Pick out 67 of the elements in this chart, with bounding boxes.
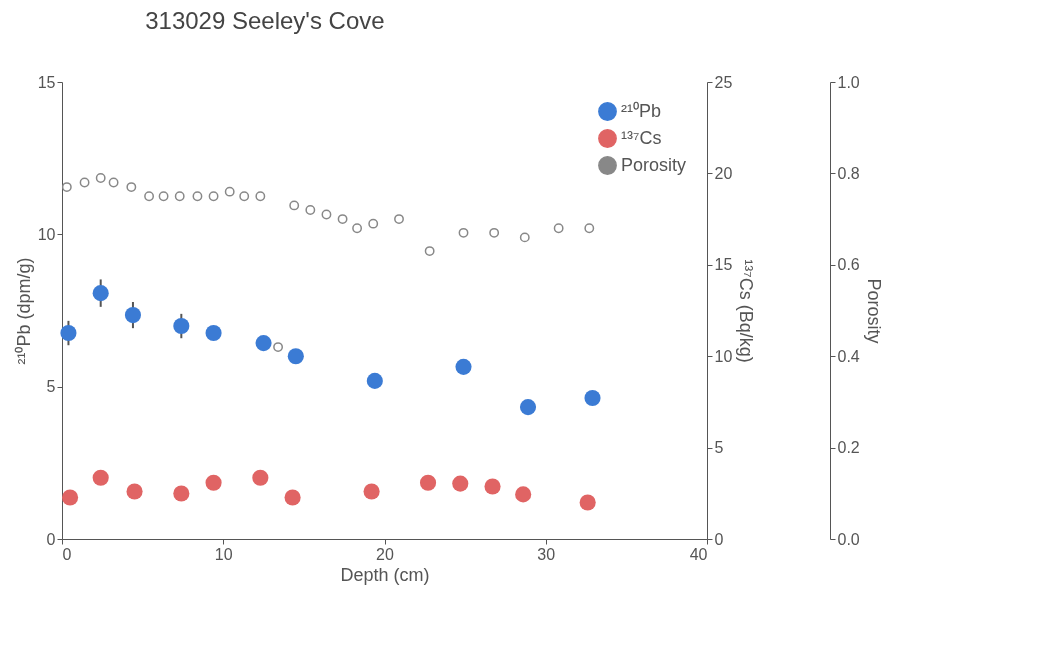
point bbox=[584, 223, 595, 234]
point bbox=[205, 325, 222, 342]
point bbox=[584, 389, 601, 406]
legend-label: ²¹⁰Pb bbox=[621, 100, 662, 121]
point bbox=[144, 191, 155, 202]
point bbox=[126, 182, 137, 193]
y3-tick-label: 0.8 bbox=[837, 164, 860, 182]
y-axis-title: ²¹⁰Pb (dpm/g) bbox=[13, 257, 34, 365]
point bbox=[239, 191, 250, 202]
point bbox=[255, 191, 266, 202]
point bbox=[305, 205, 316, 215]
y2-tick-label: 25 bbox=[714, 73, 733, 91]
point bbox=[394, 214, 404, 225]
x-tick-label: 40 bbox=[689, 545, 708, 563]
point bbox=[368, 218, 379, 229]
point bbox=[489, 227, 500, 238]
y3-tick-label: 1.0 bbox=[837, 73, 860, 91]
y3-tick-label: 0.6 bbox=[837, 256, 860, 274]
point bbox=[108, 177, 119, 188]
point bbox=[61, 182, 72, 193]
point bbox=[287, 348, 304, 365]
point bbox=[92, 285, 109, 302]
point bbox=[208, 191, 219, 202]
y-tick-label: 15 bbox=[37, 73, 56, 91]
y2-tick-label: 20 bbox=[714, 164, 733, 182]
point bbox=[174, 191, 185, 202]
y2-tick-label: 15 bbox=[714, 256, 733, 274]
point bbox=[192, 191, 203, 202]
x-tick-label: 20 bbox=[376, 545, 394, 563]
x-axis-title: Depth (cm) bbox=[340, 564, 430, 585]
y3-tick-label: 0.2 bbox=[837, 439, 860, 457]
point bbox=[255, 335, 272, 352]
y2-tick-label: 10 bbox=[714, 347, 733, 365]
point bbox=[289, 200, 300, 211]
point bbox=[458, 227, 469, 238]
point bbox=[337, 214, 348, 225]
point bbox=[79, 177, 90, 188]
y2-tick-label: 5 bbox=[714, 439, 724, 457]
legend-label: Porosity bbox=[621, 154, 687, 175]
x-tick-label: 10 bbox=[214, 545, 233, 563]
y-tick-label: 5 bbox=[46, 378, 56, 396]
point bbox=[366, 372, 383, 389]
point bbox=[60, 325, 77, 342]
x-tick-label: 0 bbox=[62, 545, 72, 563]
y3-axis-title: Porosity bbox=[863, 278, 884, 344]
point bbox=[321, 209, 332, 220]
point bbox=[273, 342, 284, 352]
y-tick-label: 0 bbox=[46, 530, 56, 548]
point bbox=[352, 223, 363, 234]
point bbox=[124, 307, 142, 324]
point bbox=[553, 223, 564, 234]
point bbox=[173, 317, 190, 335]
point bbox=[519, 399, 537, 416]
y-tick-label: 10 bbox=[37, 225, 56, 243]
chart-title: 313029 Seeley's Cove bbox=[145, 7, 385, 34]
y3-tick-label: 0.4 bbox=[837, 347, 860, 365]
y2-tick-label: 0 bbox=[714, 530, 724, 548]
y2-axis-title: ¹³⁷Cs (Bq/kg) bbox=[736, 259, 757, 363]
point bbox=[158, 191, 169, 202]
y3-tick-label: 0.0 bbox=[837, 530, 860, 548]
legend-label: ¹³⁷Cs bbox=[621, 127, 662, 148]
point bbox=[519, 232, 530, 243]
point bbox=[424, 246, 435, 257]
point bbox=[455, 358, 472, 375]
point bbox=[224, 186, 235, 197]
x-tick-label: 30 bbox=[537, 545, 556, 563]
point bbox=[95, 173, 106, 183]
